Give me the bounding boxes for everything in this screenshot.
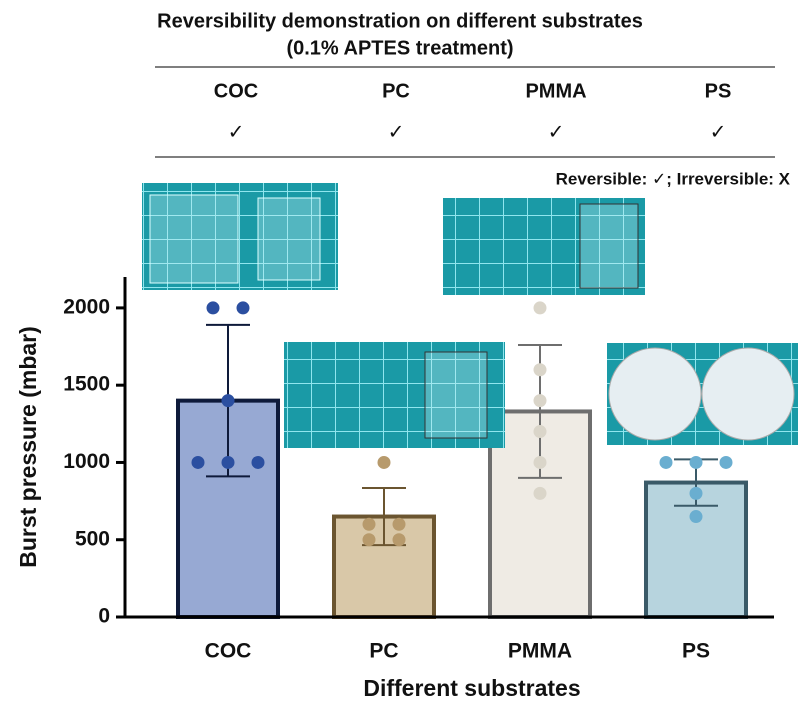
table-cell: ✓: [548, 121, 565, 143]
data-point: [251, 455, 265, 469]
y-tick-label: 1500: [63, 373, 110, 396]
data-point: [377, 455, 391, 469]
photo-sample: [424, 351, 488, 439]
photo-sample: [257, 197, 321, 281]
x-tick-label: PC: [369, 640, 398, 663]
data-point: [392, 517, 406, 531]
data-point: [236, 301, 250, 315]
x-tick-label: COC: [205, 640, 252, 663]
data-point: [689, 455, 703, 469]
photo: [284, 342, 505, 448]
photo: [443, 198, 645, 295]
data-point: [533, 394, 547, 408]
data-point: [221, 455, 235, 469]
photo-dish: [701, 347, 795, 441]
data-point: [659, 455, 673, 469]
y-tick-label: 2000: [63, 295, 110, 318]
y-tick-label: 500: [75, 527, 110, 550]
table-header: PS: [705, 80, 732, 102]
data-point: [689, 510, 703, 524]
data-point: [362, 533, 376, 547]
data-point: [533, 486, 547, 500]
table-title: Reversibility demonstration on different…: [157, 10, 643, 32]
table-title: (0.1% APTES treatment): [286, 37, 513, 59]
data-point: [533, 301, 547, 315]
photo: [142, 183, 338, 290]
table-cell: ✓: [710, 121, 727, 143]
photo-sample: [579, 203, 639, 289]
table-note: Reversible: ✓; Irreversible: X: [556, 169, 791, 188]
x-tick-label: PMMA: [508, 640, 572, 663]
data-point: [719, 455, 733, 469]
table-cell: ✓: [228, 121, 245, 143]
data-point: [533, 425, 547, 439]
table: Reversibility demonstration on different…: [155, 10, 791, 188]
data-point: [206, 301, 220, 315]
table-header: PMMA: [525, 80, 586, 102]
photo-dish: [608, 347, 702, 441]
table-cell: ✓: [388, 121, 405, 143]
data-point: [533, 455, 547, 469]
y-axis-label: Burst pressure (mbar): [15, 326, 41, 568]
data-point: [392, 533, 406, 547]
x-tick-label: PS: [682, 640, 710, 663]
y-tick-label: 0: [98, 605, 110, 628]
data-point: [191, 455, 205, 469]
data-point: [221, 394, 235, 408]
data-point: [533, 363, 547, 377]
x-axis-label: Different substrates: [363, 675, 580, 701]
data-point: [689, 486, 703, 500]
table-header: COC: [214, 80, 258, 102]
table-header: PC: [382, 80, 410, 102]
y-tick-label: 1000: [63, 450, 110, 473]
photos: [142, 183, 798, 448]
photo-sample: [149, 194, 239, 284]
data-point: [362, 517, 376, 531]
